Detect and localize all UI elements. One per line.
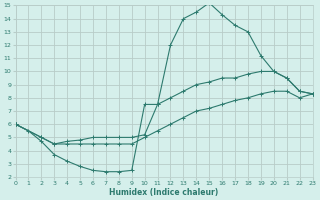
- X-axis label: Humidex (Indice chaleur): Humidex (Indice chaleur): [109, 188, 219, 197]
